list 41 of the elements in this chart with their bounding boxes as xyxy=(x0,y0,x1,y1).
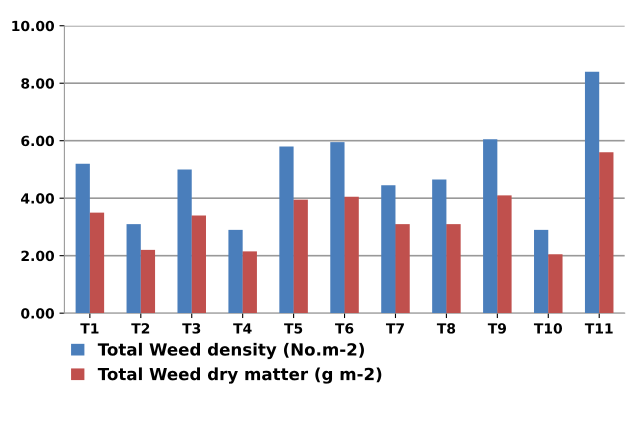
x-tick-label: T10 xyxy=(534,323,562,334)
x-tick-label: T6 xyxy=(335,323,354,334)
bar xyxy=(584,72,600,314)
x-tick-label: T9 xyxy=(488,323,506,334)
x-tick-label: T3 xyxy=(182,323,200,334)
x-tick-label: T4 xyxy=(233,323,252,334)
bar xyxy=(446,224,461,314)
bar xyxy=(344,196,359,314)
x-tick-label: T5 xyxy=(284,323,302,334)
bar xyxy=(599,152,614,314)
bar xyxy=(294,200,308,314)
y-tick-label: 4.00 xyxy=(21,193,54,204)
y-tick-label: 10.00 xyxy=(12,20,54,32)
bar xyxy=(497,195,512,314)
bar xyxy=(126,224,141,314)
bar xyxy=(483,139,498,314)
legend-label: Total Weed density (No.m-2) xyxy=(98,342,364,360)
y-tick-label: 8.00 xyxy=(21,78,54,89)
bar xyxy=(177,169,192,314)
y-tick-label: 0.00 xyxy=(21,308,54,319)
bar xyxy=(76,164,90,314)
x-tick-label: T8 xyxy=(436,323,456,334)
bar xyxy=(534,230,548,314)
x-tick-label: T1 xyxy=(80,323,98,334)
y-tick-label: 6.00 xyxy=(21,136,54,146)
bar xyxy=(242,251,257,314)
bar xyxy=(432,180,446,314)
bar xyxy=(330,142,345,314)
x-tick-label: T11 xyxy=(584,323,613,334)
bar xyxy=(90,212,104,314)
x-tick-label: T2 xyxy=(131,323,150,334)
bar xyxy=(395,224,410,314)
x-tick-label: T7 xyxy=(386,323,404,334)
bar xyxy=(140,250,156,314)
bar xyxy=(279,146,294,314)
bar xyxy=(381,185,396,314)
bar xyxy=(192,215,206,314)
bar xyxy=(228,230,243,314)
bar xyxy=(548,254,563,314)
y-tick-label: 2.00 xyxy=(22,250,54,262)
legend-label: Total Weed dry matter (g m-2) xyxy=(98,367,382,384)
